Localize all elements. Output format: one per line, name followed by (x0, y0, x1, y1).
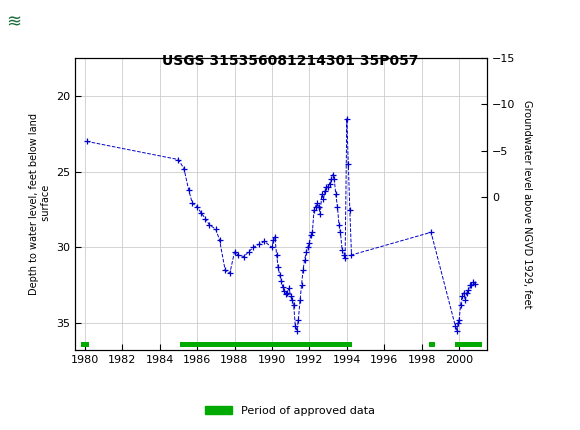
FancyBboxPatch shape (3, 3, 72, 42)
Bar (455, 342, 481, 347)
Bar (180, 342, 353, 347)
Text: USGS 315356081214301 35P057: USGS 315356081214301 35P057 (162, 54, 418, 68)
Bar (81, 342, 89, 347)
Text: ≋: ≋ (6, 14, 21, 31)
Bar (429, 342, 435, 347)
Y-axis label: Groundwater level above NGVD 1929, feet: Groundwater level above NGVD 1929, feet (523, 100, 532, 308)
Y-axis label: Depth to water level, feet below land
 surface: Depth to water level, feet below land su… (29, 113, 51, 295)
Text: USGS: USGS (90, 13, 150, 32)
Legend: Period of approved data: Period of approved data (200, 401, 380, 420)
